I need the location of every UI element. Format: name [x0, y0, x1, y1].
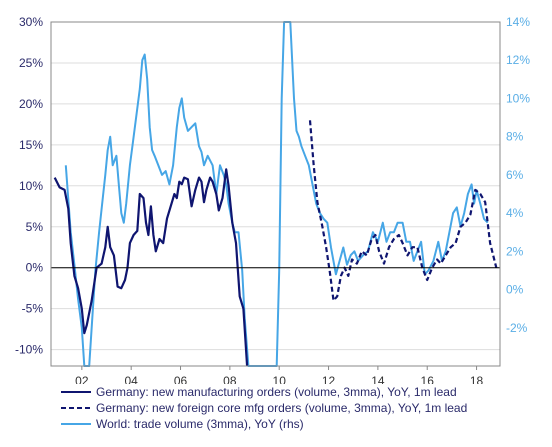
- x-tick-label: 06: [174, 374, 188, 384]
- chart-svg: -10% -5% 0% 5% 10% 15% 20% 25% 30% -2% 0% 2% 4% 6% 8%…: [15, 15, 530, 384]
- x-tick-label: 02: [75, 374, 89, 384]
- x-tick-label: 16: [421, 374, 435, 384]
- series-foreign-line: [308, 120, 498, 302]
- right-tick-label: 2%: [506, 244, 524, 258]
- legend-label-foreign: Germany: new foreign core mfg orders (vo…: [96, 401, 468, 415]
- x-axis-ticks: 02 04 06 08 10 12 14 16 18: [75, 366, 484, 384]
- x-tick-label: 12: [322, 374, 336, 384]
- x-tick-label: 10: [273, 374, 287, 384]
- x-tick-label: 08: [223, 374, 237, 384]
- right-axis-ticks: -2% 0% 2% 4% 6% 8% 10% 12% 14%: [506, 15, 530, 335]
- right-tick-label: 0%: [506, 283, 524, 297]
- x-tick-label: 18: [470, 374, 484, 384]
- legend-item-trade: World: trade volume (3mma), YoY (rhs): [60, 416, 467, 432]
- left-tick-label: 30%: [19, 15, 43, 29]
- left-axis-ticks: -10% -5% 0% 5% 10% 15% 20% 25% 30%: [15, 15, 43, 357]
- series-layer: [53, 21, 498, 367]
- legend-item-orders: Germany: new manufacturing orders (volum…: [60, 384, 467, 400]
- left-tick-label: -10%: [15, 343, 43, 357]
- left-tick-label: 5%: [26, 220, 44, 234]
- x-tick-label: 04: [124, 374, 138, 384]
- x-tick-label: 14: [371, 374, 385, 384]
- legend-swatch-foreign: [61, 407, 91, 409]
- right-tick-label: 6%: [506, 168, 524, 182]
- series-trade-line: [64, 21, 489, 367]
- legend-swatch-orders: [61, 391, 91, 393]
- right-tick-label: -2%: [506, 321, 528, 335]
- series-orders-line: [53, 168, 249, 367]
- legend-item-foreign: Germany: new foreign core mfg orders (vo…: [60, 400, 467, 416]
- legend-swatch-trade: [61, 423, 91, 425]
- right-tick-label: 12%: [506, 53, 530, 67]
- legend-label-orders: Germany: new manufacturing orders (volum…: [96, 385, 457, 399]
- left-tick-label: 25%: [19, 56, 43, 70]
- right-tick-label: 4%: [506, 206, 524, 220]
- right-tick-label: 10%: [506, 91, 530, 105]
- right-tick-label: 14%: [506, 15, 530, 29]
- plot-frame: [50, 21, 501, 367]
- legend: Germany: new manufacturing orders (volum…: [60, 384, 467, 432]
- left-tick-label: 0%: [26, 261, 44, 275]
- right-tick-label: 8%: [506, 130, 524, 144]
- left-tick-label: -5%: [22, 302, 44, 316]
- legend-label-trade: World: trade volume (3mma), YoY (rhs): [96, 417, 304, 431]
- left-tick-label: 10%: [19, 179, 43, 193]
- left-tick-label: 20%: [19, 97, 43, 111]
- left-tick-label: 15%: [19, 138, 43, 152]
